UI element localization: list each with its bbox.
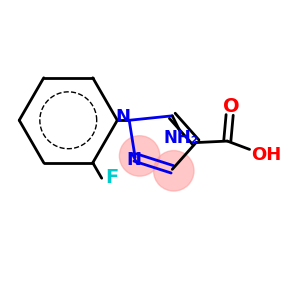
Text: NH₂: NH₂ (164, 129, 199, 147)
Circle shape (154, 151, 194, 191)
Text: N: N (115, 108, 130, 126)
Text: F: F (105, 168, 119, 187)
Text: OH: OH (251, 146, 281, 164)
Text: O: O (223, 97, 240, 116)
Circle shape (119, 136, 160, 176)
Text: N: N (126, 151, 141, 169)
